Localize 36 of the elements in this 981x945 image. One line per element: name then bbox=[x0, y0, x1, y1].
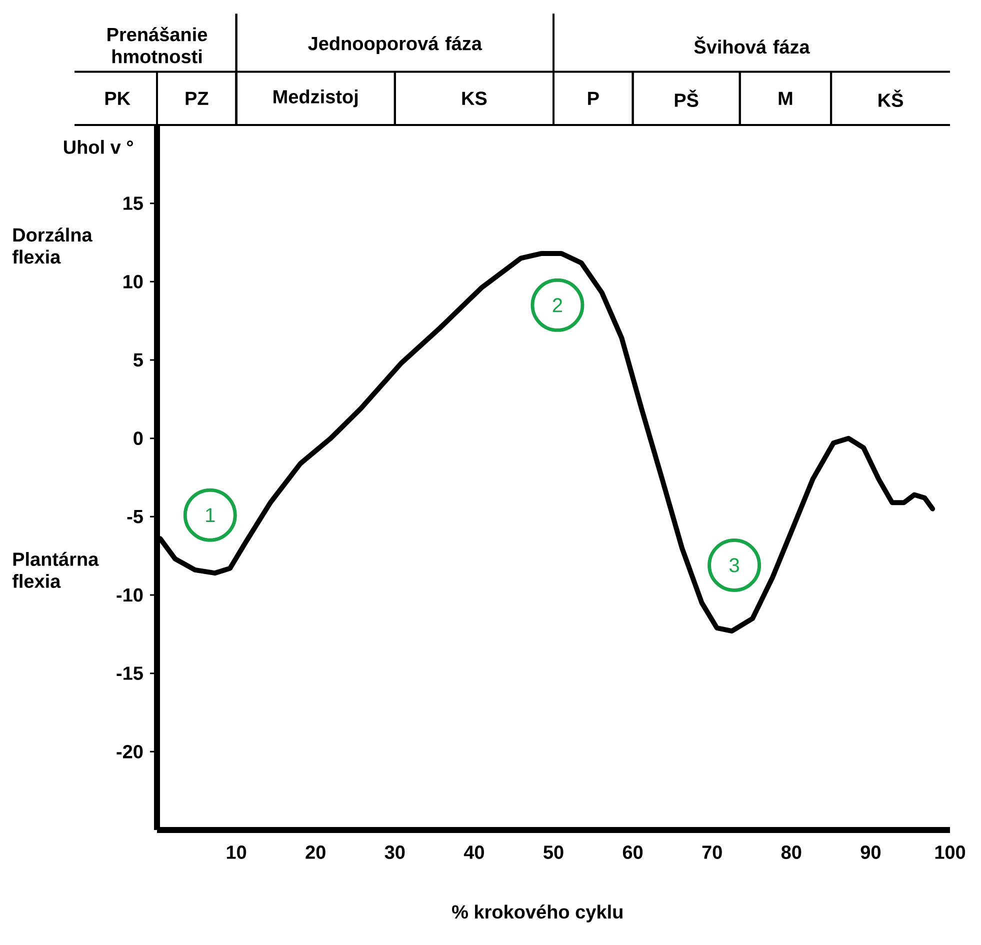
x-tick-label: 70 bbox=[702, 846, 722, 859]
text: P bbox=[588, 92, 599, 105]
text: Jednooporová fáza bbox=[308, 36, 482, 54]
y-tick-label: 5 bbox=[133, 353, 143, 367]
text: M bbox=[778, 92, 792, 105]
y-tick-label: 15 bbox=[124, 196, 143, 210]
text: Dorzálna flexia bbox=[12, 228, 92, 264]
text: PŠ bbox=[674, 90, 698, 107]
text: Švihová fáza bbox=[694, 36, 810, 54]
y-tick-label: -15 bbox=[116, 666, 143, 680]
annotation: 3 bbox=[730, 558, 739, 572]
x-tick-label: 100 bbox=[935, 846, 966, 859]
text: Medzistoj bbox=[274, 90, 358, 108]
text: KS bbox=[462, 92, 487, 106]
y-tick-label: -5 bbox=[127, 510, 143, 524]
x-tick-label: 60 bbox=[622, 846, 643, 859]
y-axis-title: Uhol v ° bbox=[64, 140, 133, 154]
annotation: 1 bbox=[206, 508, 215, 522]
text: Plantárna flexia bbox=[12, 552, 99, 588]
x-axis-title: % krokového cyklu bbox=[452, 904, 622, 922]
y-tick-label: -20 bbox=[116, 744, 143, 758]
x-tick-label: 30 bbox=[384, 846, 405, 860]
x-tick-label: 90 bbox=[860, 846, 880, 859]
x-tick-label: 50 bbox=[544, 846, 564, 859]
y-tick-label: 10 bbox=[124, 274, 143, 288]
y-tick-label: 0 bbox=[134, 432, 143, 446]
text: PZ bbox=[186, 92, 208, 105]
x-tick-label: 20 bbox=[306, 846, 326, 859]
text: Prenášanie hmotnosti bbox=[108, 26, 208, 64]
annotation: 2 bbox=[552, 298, 562, 312]
x-tick-label: 80 bbox=[781, 846, 802, 859]
text: KŠ bbox=[878, 90, 903, 107]
x-tick-label: 40 bbox=[464, 846, 484, 859]
y-tick-label: -10 bbox=[116, 588, 143, 602]
text: PK bbox=[105, 92, 130, 105]
x-tick-label: 10 bbox=[226, 846, 246, 859]
